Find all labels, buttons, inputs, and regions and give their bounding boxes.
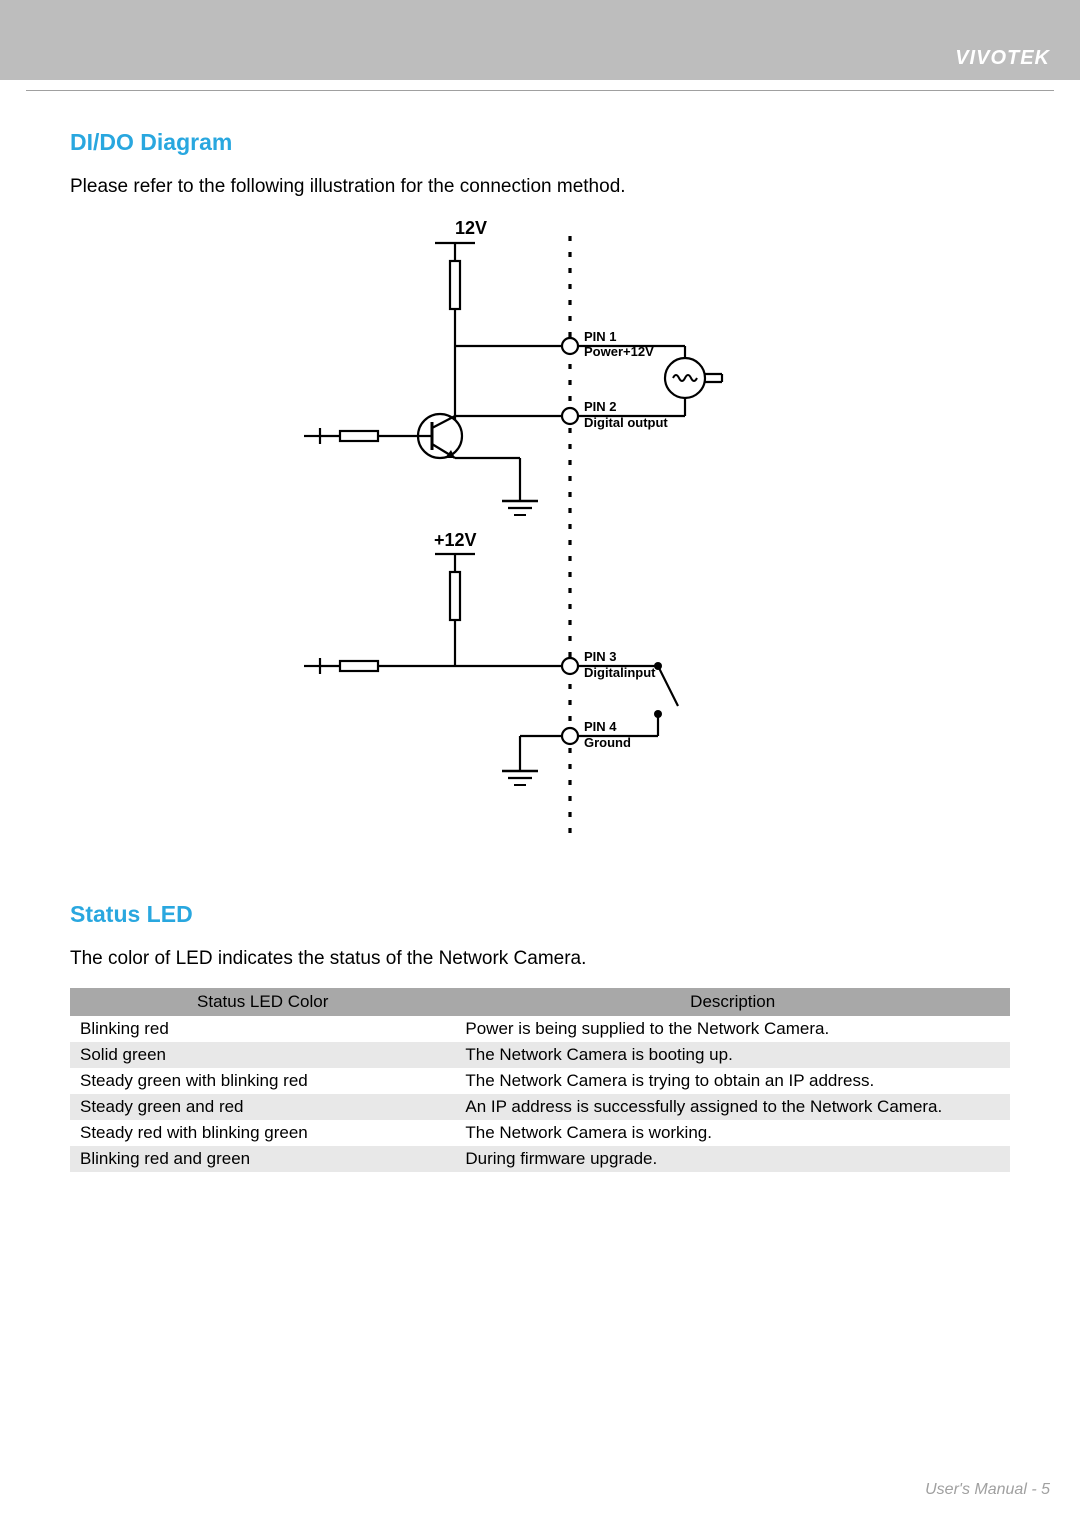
page-content: DI/DO Diagram Please refer to the follow… — [0, 91, 1080, 1172]
status-led-table: Status LED Color Description Blinking re… — [70, 988, 1010, 1172]
section-title-status: Status LED — [70, 901, 1010, 928]
footer-text: User's Manual - 5 — [925, 1481, 1050, 1499]
pin4-label-b: Ground — [584, 735, 631, 750]
section-intro-status: The color of LED indicates the status of… — [70, 948, 1010, 970]
table-header-desc: Description — [455, 988, 1010, 1016]
pin2-label-b: Digital output — [584, 415, 668, 430]
brand-label: VIVOTEK — [955, 47, 1050, 70]
dido-diagram: 12V PIN 1 Power+12V PIN 2 — [70, 216, 1010, 861]
pin4-label-a: PIN 4 — [584, 719, 617, 734]
table-row: Steady green and redAn IP address is suc… — [70, 1094, 1010, 1120]
pin3-label-a: PIN 3 — [584, 649, 617, 664]
table-row: Steady red with blinking greenThe Networ… — [70, 1120, 1010, 1146]
pin3-label-b: Digitalinput — [584, 665, 656, 680]
label-12v-top: 12V — [455, 218, 487, 238]
section-intro-dido: Please refer to the following illustrati… — [70, 176, 1010, 198]
table-row: Steady green with blinking redThe Networ… — [70, 1068, 1010, 1094]
header-bar: VIVOTEK — [0, 0, 1080, 80]
pin1-label-a: PIN 1 — [584, 329, 617, 344]
table-row: Blinking redPower is being supplied to t… — [70, 1016, 1010, 1042]
table-row: Solid greenThe Network Camera is booting… — [70, 1042, 1010, 1068]
label-12v-mid: +12V — [434, 530, 477, 550]
pin2-label-a: PIN 2 — [584, 399, 617, 414]
section-title-dido: DI/DO Diagram — [70, 129, 1010, 156]
table-row: Blinking red and greenDuring firmware up… — [70, 1146, 1010, 1172]
table-header-color: Status LED Color — [70, 988, 455, 1016]
dido-svg: 12V PIN 1 Power+12V PIN 2 — [260, 216, 820, 856]
